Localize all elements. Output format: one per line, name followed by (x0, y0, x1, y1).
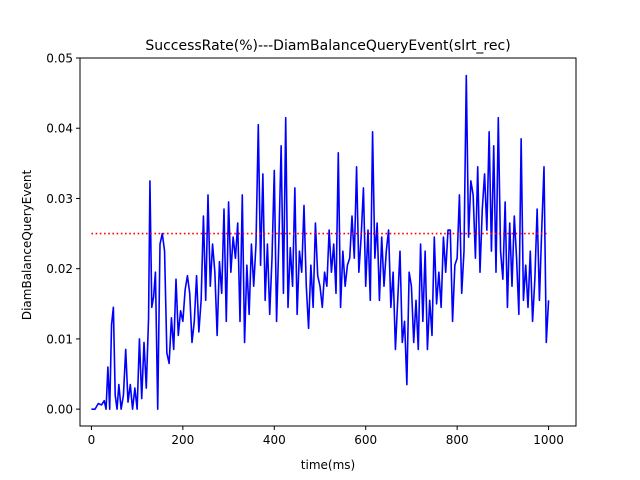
y-axis-label: DiamBalanceQueryEvent (20, 170, 34, 321)
chart-title: SuccessRate(%)---DiamBalanceQueryEvent(s… (145, 38, 510, 54)
y-axis-ticks: 0.00 0.01 0.02 0.03 0.04 0.05 (46, 52, 80, 417)
x-axis-label: time(ms) (301, 458, 355, 472)
y-tick-label: 0.04 (46, 122, 73, 136)
x-tick-label: 600 (354, 433, 377, 447)
y-tick-label: 0.05 (46, 52, 73, 66)
axes-frame (79, 57, 577, 427)
x-tick-label: 0 (88, 433, 96, 447)
x-tick-label: 200 (171, 433, 194, 447)
x-axis-ticks: 0 200 400 600 800 1000 (88, 426, 564, 447)
x-tick-label: 400 (263, 433, 286, 447)
plot-area (91, 74, 550, 410)
series-line-success_rate (91, 74, 550, 410)
x-tick-label: 1000 (533, 433, 564, 447)
x-tick-label: 800 (446, 433, 469, 447)
y-tick-label: 0.02 (46, 262, 73, 276)
y-tick-label: 0.00 (46, 403, 73, 417)
y-tick-label: 0.01 (46, 332, 73, 346)
y-tick-label: 0.03 (46, 192, 73, 206)
